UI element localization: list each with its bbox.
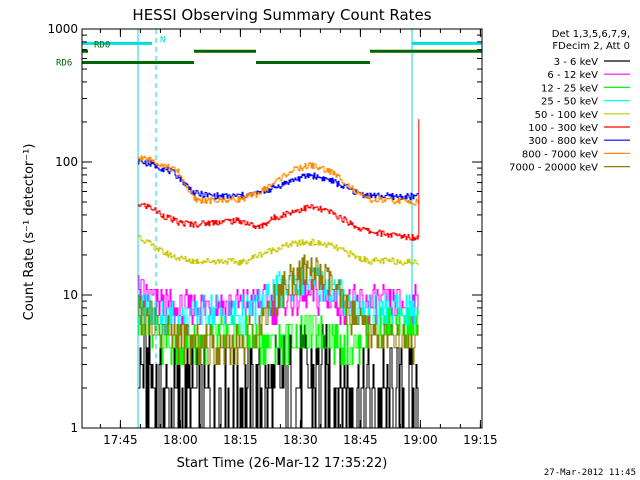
x-tick-label-5: 19:00 [403,433,438,447]
y-tick-label-1: 10 [63,288,78,302]
legend-label-8: 7000 - 20000 keV [509,163,598,174]
legend-label-6: 300 - 800 keV [528,136,598,147]
x-tick-label-6: 19:15 [463,433,498,447]
y-axis-label: Count Rate (s⁻¹ detector⁻¹) [22,144,37,321]
legend-label-2: 12 - 25 keV [541,83,598,94]
status-label-0: RD0 [94,40,110,50]
legend-label-3: 25 - 50 keV [541,97,598,108]
legend-label-5: 100 - 300 keV [528,123,598,134]
plot-area: RD0 N RD6 [56,29,483,429]
x-tick-label-1: 18:00 [163,433,198,447]
plot-frame [81,28,483,429]
footer-timestamp: 27-Mar-2012 11:45 [544,468,636,478]
axis-ticks: 17:45 18:00 18:15 18:30 18:45 19:00 19:15 1 10 10… [47,22,497,447]
x-tick-label-3: 18:30 [283,433,318,447]
x-tick-label-2: 18:15 [223,433,258,447]
series-line-7 [138,155,419,206]
chart-title: HESSI Observing Summary Count Rates [132,6,431,24]
legend: Det 1,3,5,6,7,9,FDecim 2, Att 0 3 - 6 keV… [509,29,630,174]
series-line-5 [138,202,419,241]
legend-label-1: 6 - 12 keV [547,70,598,81]
legend-label-7: 800 - 7000 keV [522,149,598,160]
x-tick-label-0: 17:45 [103,433,138,447]
y-tick-label-2: 100 [55,155,78,169]
legend-header-1: FDecim 2, Att 0 [552,41,630,52]
y-tick-label-0: 1 [70,421,78,435]
series-line-4 [138,235,419,266]
x-axis-label: Start Time (26-Mar-12 17:35:22) [177,456,388,471]
y-tick-label-3: 1000 [47,22,78,36]
x-tick-label-4: 18:45 [343,433,378,447]
status-label-1: N [160,35,165,45]
legend-label-0: 3 - 6 keV [554,57,598,68]
series-line-8 [138,254,419,365]
status-label-2: RD6 [56,58,72,68]
legend-header-0: Det 1,3,5,6,7,9, [552,29,630,40]
series-line-6 [138,159,419,201]
legend-label-4: 50 - 100 keV [535,110,599,121]
